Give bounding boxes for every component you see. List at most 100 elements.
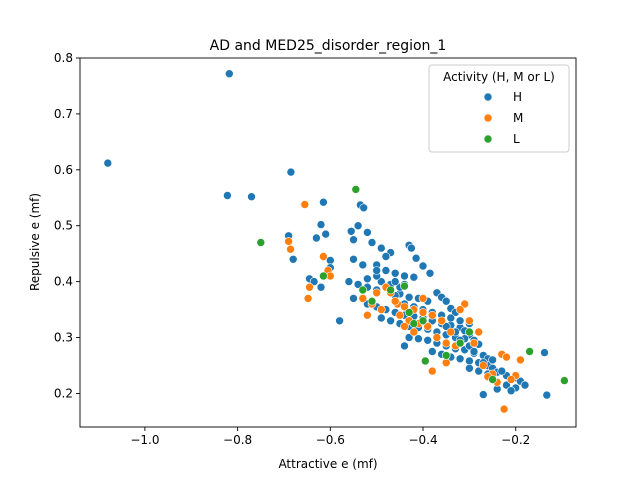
point-h bbox=[441, 296, 451, 306]
point-h bbox=[407, 243, 416, 253]
point-l bbox=[358, 285, 368, 295]
point-m bbox=[418, 308, 428, 317]
point-m bbox=[358, 294, 368, 303]
point-m bbox=[305, 282, 314, 292]
y-tick-label: 0.2 bbox=[54, 386, 73, 400]
point-h bbox=[455, 354, 465, 364]
point-m bbox=[427, 310, 437, 320]
point-h bbox=[474, 366, 484, 376]
point-m bbox=[303, 294, 313, 303]
point-m bbox=[437, 316, 446, 326]
point-h bbox=[376, 313, 386, 323]
x-axis-ticks: −1.0 −0.8 −0.6 −0.4 −0.2 bbox=[130, 427, 530, 447]
point-m bbox=[502, 352, 511, 362]
point-h bbox=[418, 261, 428, 271]
point-l bbox=[409, 319, 419, 328]
point-h bbox=[223, 191, 232, 200]
point-h bbox=[400, 341, 409, 351]
point-h bbox=[502, 380, 511, 390]
point-m bbox=[478, 361, 488, 370]
point-h bbox=[425, 268, 435, 278]
point-h bbox=[103, 158, 113, 168]
point-m bbox=[441, 358, 451, 368]
point-h bbox=[446, 313, 456, 323]
chart-title: AD and MED25_disorder_region_1 bbox=[210, 38, 447, 54]
point-h bbox=[349, 254, 358, 264]
point-h bbox=[363, 228, 372, 237]
point-h bbox=[414, 334, 423, 344]
x-tick-label: −1.0 bbox=[130, 433, 159, 447]
legend-label-h: H bbox=[513, 90, 522, 104]
point-h bbox=[465, 363, 474, 373]
point-l bbox=[420, 356, 430, 366]
point-h bbox=[372, 266, 382, 275]
point-l bbox=[400, 281, 409, 291]
point-h bbox=[312, 233, 321, 243]
legend: Activity (H, M or L) HML bbox=[428, 64, 570, 153]
x-tick-label: −0.8 bbox=[223, 433, 252, 447]
point-m bbox=[469, 338, 479, 348]
legend-label-m: M bbox=[513, 111, 523, 125]
point-h bbox=[376, 277, 386, 286]
point-h bbox=[441, 322, 451, 331]
point-l bbox=[560, 376, 569, 385]
point-h bbox=[319, 197, 328, 207]
point-m bbox=[455, 305, 465, 314]
point-m bbox=[516, 355, 525, 365]
point-h bbox=[367, 238, 377, 247]
x-tick-label: −0.4 bbox=[408, 433, 437, 447]
y-axis-ticks: 0.2 0.3 0.4 0.5 0.6 0.7 0.8 bbox=[54, 51, 80, 400]
point-h bbox=[286, 167, 296, 177]
plot-frame bbox=[79, 57, 577, 428]
point-m bbox=[395, 310, 405, 320]
point-h bbox=[359, 203, 369, 213]
point-l bbox=[455, 338, 465, 348]
point-m bbox=[423, 322, 433, 331]
point-l bbox=[351, 185, 361, 194]
point-m bbox=[474, 327, 484, 337]
point-m bbox=[460, 299, 470, 309]
point-m bbox=[372, 288, 382, 298]
point-h bbox=[488, 355, 497, 365]
x-tick-label: −0.6 bbox=[316, 433, 345, 447]
point-l bbox=[319, 271, 328, 281]
point-h bbox=[390, 268, 400, 278]
legend-marker-m bbox=[483, 113, 493, 123]
point-h bbox=[465, 356, 474, 366]
point-l bbox=[525, 347, 534, 356]
point-h bbox=[427, 347, 437, 356]
point-h bbox=[390, 277, 400, 286]
point-h bbox=[520, 380, 530, 390]
point-l bbox=[367, 296, 377, 306]
point-h bbox=[386, 316, 395, 326]
point-m bbox=[300, 200, 310, 209]
point-h bbox=[423, 335, 433, 345]
point-m bbox=[427, 366, 437, 376]
point-m bbox=[363, 310, 372, 320]
point-h bbox=[349, 235, 358, 244]
point-l bbox=[386, 285, 395, 295]
point-h bbox=[542, 390, 552, 400]
point-h bbox=[316, 282, 326, 292]
point-h bbox=[506, 386, 516, 396]
legend-box bbox=[428, 64, 570, 153]
legend-marker-h bbox=[483, 92, 493, 102]
point-m bbox=[400, 322, 409, 331]
point-h bbox=[358, 260, 368, 270]
point-l bbox=[488, 375, 497, 384]
point-h bbox=[404, 292, 414, 302]
point-m bbox=[506, 375, 516, 384]
y-tick-label: 0.3 bbox=[54, 331, 73, 345]
legend-items: HML bbox=[483, 90, 523, 146]
point-h bbox=[376, 243, 386, 253]
point-m bbox=[284, 237, 293, 246]
point-h bbox=[404, 333, 414, 342]
point-m bbox=[376, 305, 386, 314]
point-h bbox=[353, 280, 363, 289]
data-points bbox=[103, 69, 569, 414]
point-l bbox=[418, 316, 428, 326]
point-h bbox=[288, 254, 298, 264]
point-m bbox=[319, 252, 328, 261]
point-l bbox=[465, 327, 474, 337]
